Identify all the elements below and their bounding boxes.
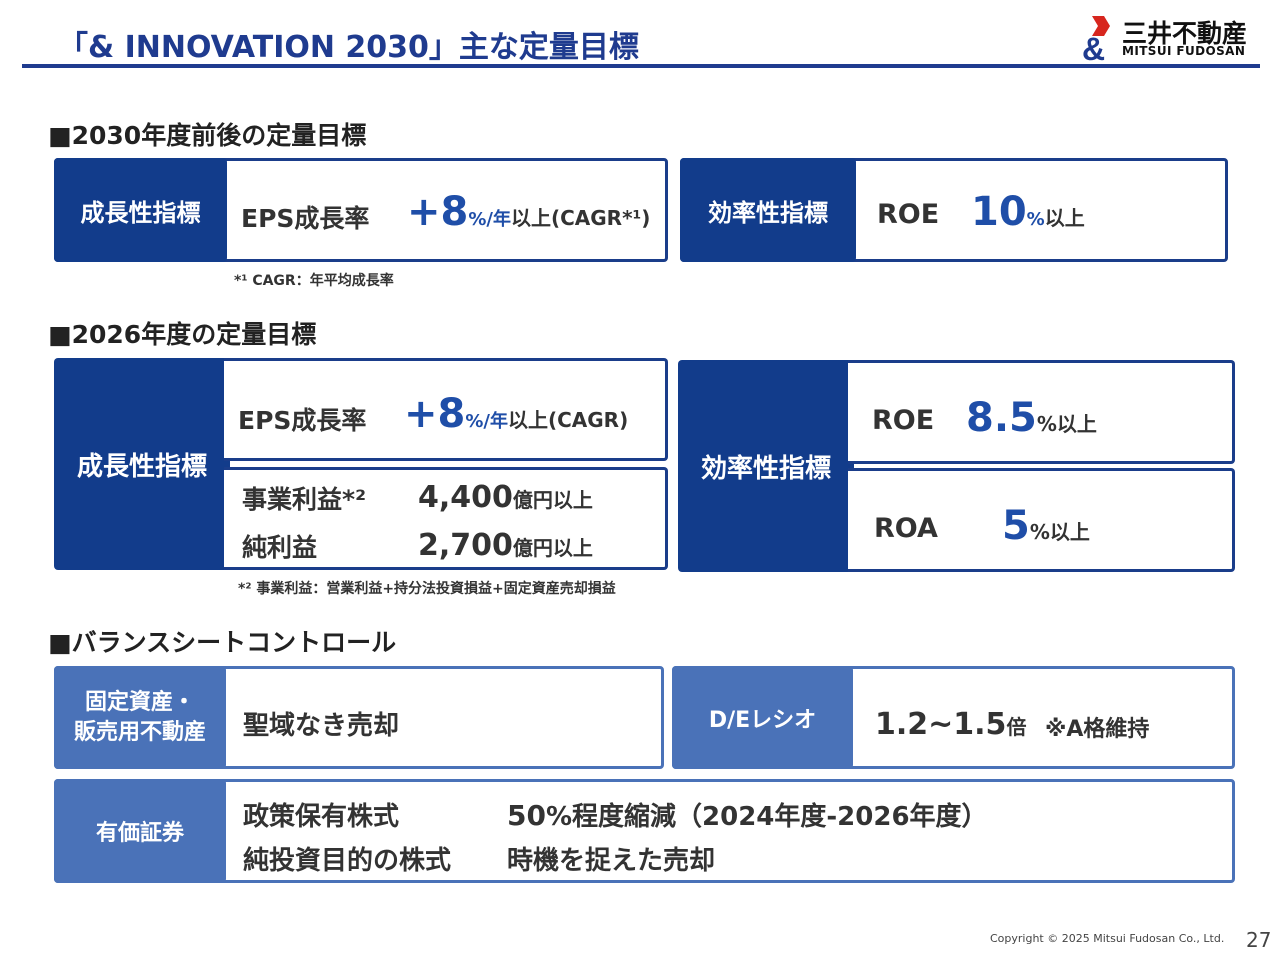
eps-suffix-2026: 以上(CAGR) bbox=[507, 408, 629, 432]
operating-profit-label: 事業利益*² bbox=[242, 485, 367, 514]
roe-unit-2026: %以上 bbox=[1036, 412, 1097, 436]
roe-target-2026: 8.5%以上 bbox=[966, 395, 1097, 441]
securities-card: 有価証券 政策保有株式 50%程度縮減（2024年度-2026年度） 純投資目的… bbox=[54, 779, 1235, 883]
page-number: 27 bbox=[1246, 928, 1272, 952]
policy-shares-label: 政策保有株式 bbox=[243, 802, 400, 832]
growth-indicator-label-2026: 成長性指標 bbox=[54, 358, 230, 570]
policy-shares-value: 50 bbox=[507, 799, 546, 832]
de-ratio-target: 1.2~1.5倍 bbox=[875, 707, 1026, 742]
securities-label: 有価証券 bbox=[54, 779, 226, 883]
fixed-assets-text: 聖域なき売却 bbox=[243, 711, 400, 741]
net-profit-label: 純利益 bbox=[242, 533, 318, 562]
roa-card-2026: ROA 5%以上 bbox=[848, 468, 1235, 572]
growth-card-2030: 成長性指標 EPS成長率 +8%/年以上(CAGR*¹) bbox=[54, 158, 668, 262]
eps-target-2030: +8%/年以上(CAGR*¹) bbox=[407, 189, 650, 235]
roa-value-2026: 5 bbox=[1002, 503, 1030, 549]
net-profit-unit: 億円以上 bbox=[512, 536, 593, 560]
de-ratio-value: 1.2~1.5 bbox=[875, 707, 1007, 742]
page-title: 「& INNOVATION 2030」主な定量目標 bbox=[58, 30, 639, 65]
net-profit-value: 2,700 bbox=[418, 528, 513, 563]
de-ratio-card: D/Eレシオ 1.2~1.5倍 ※A格維持 bbox=[672, 666, 1235, 769]
company-logo: & 三井不動産 MITSUI FUDOSAN bbox=[1080, 14, 1260, 62]
eps-growth-row: EPS成長率 bbox=[241, 199, 369, 235]
section-heading-balance-sheet: ■バランスシートコントロール bbox=[48, 628, 397, 657]
pure-investment-text: 時機を捉えた売却 bbox=[507, 846, 716, 876]
roe-label: ROE bbox=[877, 199, 940, 230]
eps-value: +8 bbox=[407, 189, 469, 235]
eps-card-2026: EPS成長率 +8%/年以上(CAGR) bbox=[224, 358, 668, 461]
net-profit-target: 2,700億円以上 bbox=[418, 528, 593, 563]
policy-shares-target: 50%程度縮減（2024年度-2026年度） bbox=[507, 796, 988, 833]
roe-suffix: 以上 bbox=[1044, 206, 1085, 230]
operating-profit-value: 4,400 bbox=[418, 480, 513, 515]
section-heading-2026: ■2026年度の定量目標 bbox=[48, 320, 317, 349]
roe-label-2026: ROE bbox=[872, 405, 935, 436]
de-ratio-unit: 倍 bbox=[1006, 715, 1027, 739]
profit-card-2026: 事業利益*² 4,400億円以上 純利益 2,700億円以上 bbox=[224, 467, 668, 570]
de-ratio-label: D/Eレシオ bbox=[672, 666, 853, 769]
roa-target-2026: 5%以上 bbox=[1002, 503, 1090, 549]
title-underline bbox=[22, 64, 1260, 68]
roe-target-2030: 10%以上 bbox=[971, 189, 1085, 235]
eps-target-2026: +8%/年以上(CAGR) bbox=[404, 391, 628, 437]
growth-indicator-label: 成長性指標 bbox=[54, 158, 227, 262]
roe-unit: % bbox=[1026, 209, 1045, 230]
fixed-assets-card: 固定資産・ 販売用不動産 聖域なき売却 bbox=[54, 666, 664, 769]
logo-english-text: MITSUI FUDOSAN bbox=[1122, 44, 1246, 58]
eps-label: EPS成長率 bbox=[241, 204, 370, 233]
operating-profit-target: 4,400億円以上 bbox=[418, 480, 593, 515]
eps-label-2026: EPS成長率 bbox=[238, 406, 367, 435]
efficiency-card-2030: 効率性指標 ROE 10%以上 bbox=[680, 158, 1228, 262]
efficiency-indicator-label-2026: 効率性指標 bbox=[678, 360, 854, 572]
operating-profit-unit: 億円以上 bbox=[512, 488, 593, 512]
mitsui-fudosan-logo-icon: & bbox=[1082, 16, 1110, 62]
section-heading-2030: ■2030年度前後の定量目標 bbox=[48, 121, 367, 150]
roa-label-2026: ROA bbox=[874, 513, 938, 544]
eps-suffix: 以上(CAGR*¹) bbox=[510, 206, 651, 230]
policy-shares-text: %程度縮減（2024年度-2026年度） bbox=[545, 802, 988, 832]
roe-card-2026: ROE 8.5%以上 bbox=[848, 360, 1235, 464]
roe-value-2026: 8.5 bbox=[966, 395, 1037, 441]
fixed-assets-label-line2: 販売用不動産 bbox=[73, 719, 206, 745]
svg-text:&: & bbox=[1082, 31, 1105, 62]
fixed-assets-label-line1: 固定資産・ bbox=[84, 689, 195, 715]
footnote-business-profit: *² 事業利益：営業利益+持分法投資損益+固定資産売却損益 bbox=[238, 581, 616, 597]
roa-unit-2026: %以上 bbox=[1029, 520, 1090, 544]
pure-investment-label: 純投資目的の株式 bbox=[243, 846, 452, 876]
efficiency-indicator-label: 効率性指標 bbox=[680, 158, 856, 262]
copyright: Copyright © 2025 Mitsui Fudosan Co., Ltd… bbox=[990, 932, 1225, 945]
roe-value: 10 bbox=[971, 189, 1027, 235]
logo-japanese-text: 三井不動産 bbox=[1122, 19, 1248, 48]
eps-unit: %/年 bbox=[468, 209, 511, 230]
de-ratio-note: ※A格維持 bbox=[1045, 717, 1150, 742]
footnote-cagr: *¹ CAGR：年平均成長率 bbox=[234, 273, 394, 289]
eps-value-2026: +8 bbox=[404, 391, 466, 437]
fixed-assets-label: 固定資産・ 販売用不動産 bbox=[54, 666, 226, 769]
eps-unit-2026: %/年 bbox=[465, 411, 508, 432]
